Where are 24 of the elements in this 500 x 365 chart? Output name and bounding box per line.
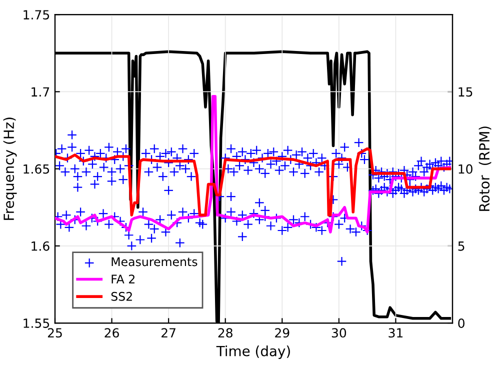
y-tick-label: 1.75 xyxy=(24,10,50,20)
x-tick-label: 29 xyxy=(275,328,290,338)
line-series xyxy=(55,94,452,234)
x-tick-label: 30 xyxy=(332,328,346,338)
legend-label: Measurements xyxy=(112,257,198,266)
x-tick-label: 26 xyxy=(104,328,119,338)
x-tick-label: 28 xyxy=(218,328,232,338)
y-tick-label: 1.6 xyxy=(32,241,50,251)
y-tick-label: 1.65 xyxy=(24,164,50,174)
y2-tick-label: 10 xyxy=(458,164,472,174)
y-tick-label: 1.55 xyxy=(24,318,50,328)
y2-tick-label: 5 xyxy=(458,242,464,251)
legend-label: SS2 xyxy=(111,292,132,301)
x-axis-title: Time (day) xyxy=(216,346,290,359)
x-tick-label: 25 xyxy=(48,328,62,338)
y2-tick-label: 15 xyxy=(458,87,472,97)
x-tick-label: 31 xyxy=(388,328,403,338)
y-axis-title: Frequency (Hz) xyxy=(3,118,17,220)
line-series xyxy=(55,147,452,216)
x-tick-label: 27 xyxy=(162,328,176,338)
legend-label: FA 2 xyxy=(112,274,134,284)
y-tick-label: 1.7 xyxy=(32,87,50,96)
y2-axis-title: Rotor (RPM) xyxy=(478,126,492,211)
y2-tick-label: 0 xyxy=(458,318,464,328)
